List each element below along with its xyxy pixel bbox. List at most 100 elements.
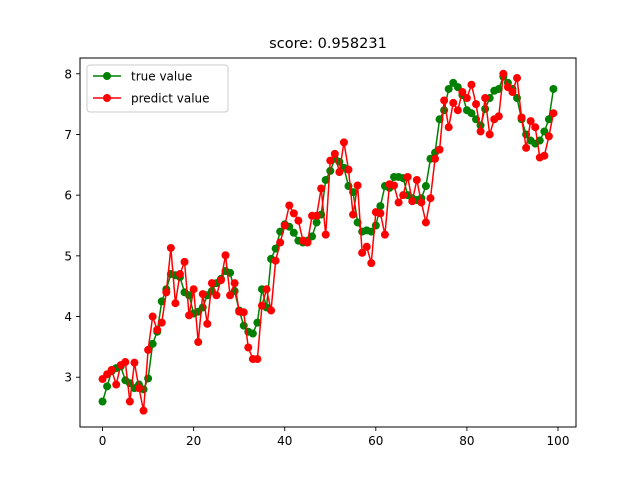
data-point — [157, 318, 166, 327]
data-point — [148, 312, 157, 321]
data-point — [326, 156, 335, 165]
data-point — [257, 301, 266, 310]
data-point — [207, 279, 216, 288]
data-point — [289, 228, 298, 237]
data-point — [435, 145, 444, 154]
data-point — [394, 198, 403, 207]
data-point — [294, 216, 303, 225]
data-point — [180, 257, 189, 266]
chart-title: score: 0.958231 — [269, 36, 387, 52]
data-point — [134, 384, 143, 393]
data-point — [262, 285, 271, 294]
data-point — [362, 242, 371, 251]
x-tick-label: 20 — [186, 434, 201, 448]
data-point — [358, 248, 367, 257]
data-point — [376, 202, 385, 211]
data-point — [426, 194, 435, 203]
x-tick-label: 80 — [459, 434, 474, 448]
data-point — [485, 130, 494, 139]
data-point — [399, 191, 408, 200]
data-point — [226, 291, 235, 300]
data-point — [125, 397, 134, 406]
data-point — [321, 230, 330, 239]
data-point — [312, 211, 321, 220]
y-tick-label: 7 — [64, 128, 72, 142]
data-point — [449, 98, 458, 107]
data-point — [153, 325, 162, 334]
data-point — [544, 132, 553, 141]
data-point — [216, 276, 225, 285]
data-point — [476, 127, 485, 136]
data-point — [289, 209, 298, 218]
legend-marker — [103, 72, 111, 80]
data-point — [285, 201, 294, 210]
data-point — [467, 109, 476, 118]
data-point — [412, 175, 421, 184]
data-point — [421, 182, 430, 191]
data-point — [253, 318, 262, 327]
data-point — [148, 339, 157, 348]
data-point — [540, 151, 549, 160]
data-point — [390, 181, 399, 190]
data-point — [544, 115, 553, 124]
data-point — [367, 259, 376, 268]
data-point — [321, 175, 330, 184]
data-point — [198, 290, 207, 299]
data-point — [162, 288, 171, 297]
data-point — [171, 299, 180, 308]
data-point — [189, 285, 198, 294]
data-point — [248, 329, 257, 338]
data-point — [112, 380, 121, 389]
data-point — [271, 256, 280, 265]
legend-box — [86, 64, 229, 113]
data-point — [130, 358, 139, 367]
data-point — [303, 238, 312, 247]
data-point — [317, 184, 326, 193]
data-point — [549, 109, 558, 118]
data-point — [462, 94, 471, 103]
y-tick-label: 8 — [64, 67, 72, 81]
x-tick-label: 60 — [368, 434, 383, 448]
data-point — [526, 117, 535, 126]
data-point — [121, 358, 130, 367]
y-tick-label: 6 — [64, 189, 72, 203]
data-point — [308, 232, 317, 241]
data-point — [481, 104, 490, 113]
data-point — [517, 113, 526, 122]
data-point — [380, 230, 389, 239]
data-point — [513, 74, 522, 83]
y-tick-label: 3 — [64, 371, 72, 385]
data-point — [166, 243, 175, 252]
data-point — [353, 181, 362, 190]
data-point — [458, 87, 467, 96]
data-point — [549, 84, 558, 93]
data-point — [280, 221, 289, 230]
data-point — [139, 406, 148, 415]
data-point — [371, 221, 380, 230]
data-point — [185, 311, 194, 320]
data-point — [349, 210, 358, 219]
data-point — [212, 291, 221, 300]
data-point — [339, 138, 348, 147]
data-point — [472, 100, 481, 109]
data-point — [499, 69, 508, 78]
data-point — [481, 94, 490, 103]
legend-label: predict value — [131, 92, 210, 106]
data-point — [230, 279, 239, 288]
data-point — [335, 168, 344, 177]
axes: 0 20 40 60 80 100 3 4 5 6 7 8 — [64, 57, 577, 448]
series-predict-value — [98, 69, 558, 415]
plot-frame — [79, 57, 577, 428]
data-point — [107, 365, 116, 374]
plot-series — [98, 69, 558, 415]
data-point — [344, 165, 353, 174]
data-point — [522, 143, 531, 152]
data-point — [403, 172, 412, 181]
data-point — [508, 87, 517, 96]
data-point — [244, 343, 253, 352]
legend-marker — [103, 94, 111, 102]
data-point — [444, 84, 453, 93]
data-point — [253, 355, 262, 364]
data-point — [531, 123, 540, 132]
